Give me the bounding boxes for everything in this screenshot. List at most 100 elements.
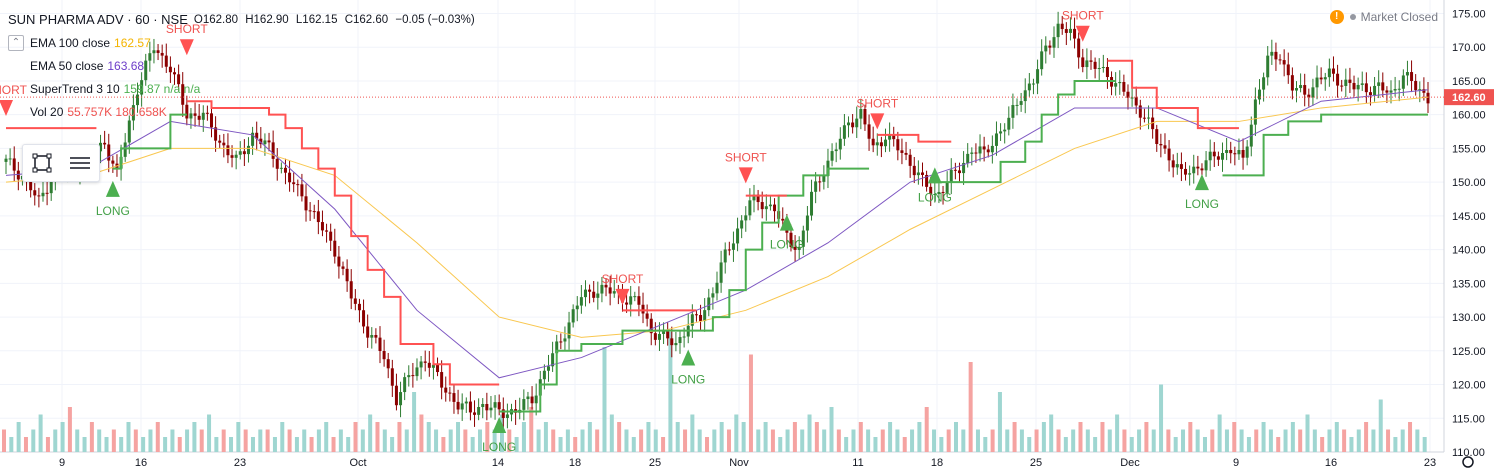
long-signal-label: LONG	[96, 204, 130, 218]
candle-body	[1138, 105, 1142, 118]
volume-bar	[939, 437, 944, 452]
indicator-ema50[interactable]: EMA 50 close 163.68	[8, 54, 479, 77]
short-signal-arrow	[1075, 25, 1090, 42]
candle-body	[1027, 83, 1031, 91]
candle-body	[283, 167, 287, 173]
candle-body	[625, 302, 629, 305]
candle-body	[99, 142, 103, 152]
indicator-value: 159.87 n/a n/a	[123, 81, 201, 96]
x-tick-label: 23	[234, 457, 246, 469]
market-status[interactable]: ! Market Closed	[1329, 10, 1438, 24]
chart-legend: SUN PHARMA ADV · 60 · NSE O162.80 H162.9…	[8, 8, 479, 123]
volume-bar	[822, 429, 827, 452]
rectangle-select-icon[interactable]	[30, 151, 54, 175]
volume-bar	[814, 422, 819, 452]
candle-body	[703, 310, 707, 322]
candle-body	[1266, 55, 1270, 78]
candle-body	[929, 186, 933, 195]
candle-body	[37, 195, 41, 197]
candle-body	[933, 194, 937, 196]
x-tick-label: Oct	[349, 457, 366, 469]
menu-lines-icon[interactable]	[68, 151, 92, 175]
volume-bar	[170, 429, 175, 452]
candle-body	[1233, 153, 1237, 155]
candle-body	[493, 402, 497, 408]
volume-bar	[712, 429, 717, 452]
candle-body	[953, 169, 957, 171]
candle-body	[1192, 166, 1196, 174]
volume-bar	[917, 422, 922, 452]
candle-body	[177, 74, 181, 85]
volume-bar	[1261, 422, 1266, 452]
candle-body	[682, 336, 686, 338]
indicator-label: Vol 20	[30, 104, 64, 119]
candle-body	[1373, 85, 1377, 96]
candle-body	[1184, 168, 1188, 175]
candle-body	[879, 142, 883, 147]
candle-body	[797, 246, 801, 250]
symbol-title[interactable]: SUN PHARMA ADV · 60 · NSE	[8, 12, 188, 27]
y-tick-label: 175.00	[1452, 8, 1486, 20]
volume-bar	[763, 422, 768, 452]
candle-body	[814, 181, 818, 192]
volume-bar	[338, 429, 343, 452]
candle-body	[736, 228, 740, 244]
candle-body	[1336, 73, 1340, 86]
candle-body	[1212, 151, 1216, 157]
candle-body	[962, 162, 966, 174]
candle-body	[1410, 72, 1414, 81]
indicator-supertrend[interactable]: SuperTrend 3 10 159.87 n/a n/a	[8, 77, 479, 100]
candle-body	[399, 392, 403, 406]
long-signal-arrow	[105, 180, 120, 197]
candle-body	[945, 182, 949, 193]
candle-body	[374, 335, 378, 338]
candle-body	[1274, 51, 1278, 60]
candle-body	[546, 366, 550, 371]
volume-bar	[360, 429, 365, 452]
candle-body	[994, 133, 998, 146]
candle-body	[1204, 160, 1208, 171]
volume-bar	[1305, 414, 1310, 452]
candle-body	[1040, 51, 1044, 70]
volume-bar	[1415, 429, 1420, 452]
candle-body	[645, 313, 649, 319]
candle-body	[230, 155, 234, 158]
collapse-icon[interactable]: ⌃	[8, 34, 24, 51]
candle-body	[1352, 82, 1356, 90]
indicator-ema100[interactable]: ⌃ EMA 100 close 162.57	[8, 31, 479, 54]
candle-body	[1105, 67, 1109, 78]
volume-bar	[1056, 429, 1061, 452]
candle-body	[308, 210, 312, 212]
volume-bar	[60, 422, 65, 452]
ema100-line	[5, 96, 1429, 338]
candle-body	[1262, 77, 1266, 90]
candle-body	[1085, 60, 1089, 68]
volume-bar	[800, 429, 805, 452]
candle-body	[1060, 23, 1064, 30]
volume-bar	[624, 429, 629, 452]
volume-bar	[250, 437, 255, 452]
candle-body	[460, 403, 464, 410]
candle-body	[452, 393, 456, 402]
indicator-volume[interactable]: Vol 20 55.757K 180.658K	[8, 100, 479, 123]
candle-body	[888, 134, 892, 140]
y-tick-label: 145.00	[1452, 211, 1486, 223]
candle-body	[999, 131, 1003, 134]
candle-body	[197, 115, 201, 120]
candle-body	[842, 125, 846, 139]
candle-body	[1364, 83, 1368, 93]
gear-icon[interactable]	[1462, 456, 1474, 468]
candle-body	[185, 104, 189, 119]
candle-body	[982, 146, 986, 150]
candle-body	[259, 138, 263, 145]
candle-body	[152, 50, 156, 54]
candle-body	[847, 122, 851, 126]
candle-body	[818, 181, 822, 183]
volume-bar	[1217, 414, 1222, 452]
candle-body	[666, 329, 670, 339]
x-tick-label: 16	[1325, 457, 1337, 469]
candle-body	[214, 127, 218, 141]
volume-bar	[133, 429, 138, 452]
y-tick-label: 135.00	[1452, 278, 1486, 290]
